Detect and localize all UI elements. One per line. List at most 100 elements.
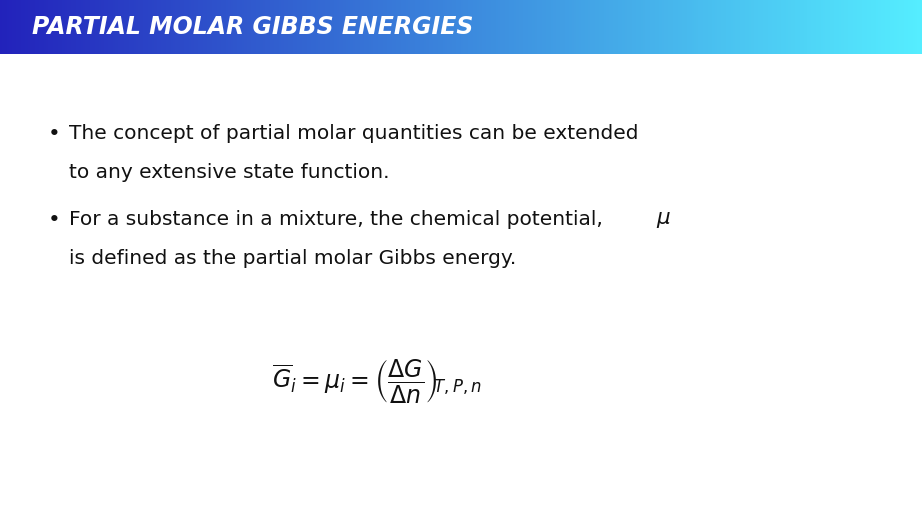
Bar bbox=[890, 0, 892, 54]
Bar bbox=[189, 0, 192, 54]
Bar bbox=[592, 0, 595, 54]
Bar bbox=[286, 0, 288, 54]
Bar bbox=[37, 0, 39, 54]
Bar bbox=[825, 0, 828, 54]
Bar bbox=[564, 0, 567, 54]
Bar bbox=[171, 0, 173, 54]
Bar bbox=[724, 0, 726, 54]
Bar bbox=[747, 0, 749, 54]
Text: •: • bbox=[48, 124, 61, 145]
Bar bbox=[415, 0, 417, 54]
Bar bbox=[152, 0, 155, 54]
Bar bbox=[53, 0, 55, 54]
Bar bbox=[920, 0, 922, 54]
Bar bbox=[733, 0, 736, 54]
Bar bbox=[352, 0, 355, 54]
Bar bbox=[221, 0, 223, 54]
Bar bbox=[429, 0, 431, 54]
Bar bbox=[749, 0, 751, 54]
Bar bbox=[295, 0, 297, 54]
Bar bbox=[378, 0, 380, 54]
Bar bbox=[443, 0, 444, 54]
Bar bbox=[530, 0, 532, 54]
Bar bbox=[754, 0, 756, 54]
Bar bbox=[339, 0, 341, 54]
Bar bbox=[813, 0, 816, 54]
Bar bbox=[616, 0, 618, 54]
Bar bbox=[650, 0, 652, 54]
Bar bbox=[106, 0, 109, 54]
Bar bbox=[83, 0, 85, 54]
Bar bbox=[163, 0, 166, 54]
Bar bbox=[857, 0, 859, 54]
Bar bbox=[800, 0, 802, 54]
Bar bbox=[885, 0, 887, 54]
Bar bbox=[514, 0, 516, 54]
Bar bbox=[819, 0, 821, 54]
Bar bbox=[693, 0, 696, 54]
Bar bbox=[910, 0, 913, 54]
Bar bbox=[263, 0, 265, 54]
Bar bbox=[111, 0, 112, 54]
Bar bbox=[634, 0, 636, 54]
Bar bbox=[140, 0, 143, 54]
Bar bbox=[92, 0, 95, 54]
Bar bbox=[915, 0, 917, 54]
Bar bbox=[807, 0, 810, 54]
Bar bbox=[587, 0, 590, 54]
Bar bbox=[136, 0, 138, 54]
Bar bbox=[2, 0, 5, 54]
Bar bbox=[645, 0, 647, 54]
Bar bbox=[475, 0, 478, 54]
Bar bbox=[816, 0, 819, 54]
Bar bbox=[292, 0, 295, 54]
Bar bbox=[327, 0, 329, 54]
Bar bbox=[597, 0, 599, 54]
Bar bbox=[570, 0, 572, 54]
Bar bbox=[576, 0, 579, 54]
Bar bbox=[690, 0, 692, 54]
Bar bbox=[408, 0, 410, 54]
Bar bbox=[542, 0, 544, 54]
Bar bbox=[112, 0, 115, 54]
Bar bbox=[30, 0, 32, 54]
Bar bbox=[572, 0, 573, 54]
Bar bbox=[521, 0, 523, 54]
Bar bbox=[500, 0, 502, 54]
Bar bbox=[467, 0, 470, 54]
Bar bbox=[9, 0, 11, 54]
Bar bbox=[175, 0, 177, 54]
Bar bbox=[306, 0, 309, 54]
Bar bbox=[201, 0, 203, 54]
Bar bbox=[618, 0, 620, 54]
Bar bbox=[620, 0, 622, 54]
Bar bbox=[186, 0, 189, 54]
Bar bbox=[715, 0, 716, 54]
Bar bbox=[507, 0, 509, 54]
Bar bbox=[661, 0, 664, 54]
Bar bbox=[124, 0, 127, 54]
Bar bbox=[498, 0, 500, 54]
Bar bbox=[836, 0, 839, 54]
Bar bbox=[701, 0, 703, 54]
Bar bbox=[312, 0, 313, 54]
Bar bbox=[595, 0, 597, 54]
Bar bbox=[454, 0, 456, 54]
Bar bbox=[599, 0, 601, 54]
Bar bbox=[558, 0, 560, 54]
Bar bbox=[756, 0, 758, 54]
Bar bbox=[205, 0, 207, 54]
Text: •: • bbox=[48, 210, 61, 230]
Bar bbox=[235, 0, 238, 54]
Bar bbox=[406, 0, 408, 54]
Bar bbox=[856, 0, 857, 54]
Text: For a substance in a mixture, the chemical potential,: For a substance in a mixture, the chemic… bbox=[69, 210, 609, 229]
Bar bbox=[881, 0, 882, 54]
Bar bbox=[627, 0, 629, 54]
Bar bbox=[302, 0, 304, 54]
Bar bbox=[349, 0, 350, 54]
Bar bbox=[673, 0, 675, 54]
Bar bbox=[85, 0, 88, 54]
Bar bbox=[41, 0, 43, 54]
Bar bbox=[74, 0, 76, 54]
